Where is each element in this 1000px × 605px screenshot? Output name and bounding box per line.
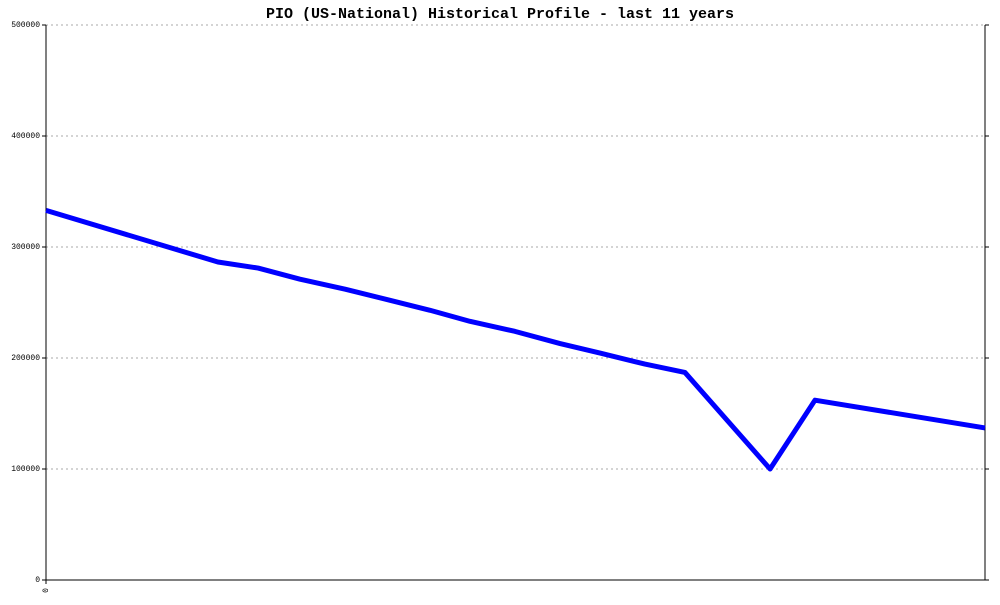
y-tick-label: 200000 bbox=[11, 354, 40, 363]
y-tick-label: 500000 bbox=[11, 21, 40, 30]
y-tick-label: 100000 bbox=[11, 465, 40, 474]
y-tick-label: 300000 bbox=[11, 243, 40, 252]
y-tick-label: 400000 bbox=[11, 132, 40, 141]
chart-title: PIO (US-National) Historical Profile - l… bbox=[266, 6, 734, 23]
y-tick-label: 0 bbox=[35, 576, 40, 585]
data-line bbox=[45, 207, 986, 472]
x-tick-label: 0 bbox=[42, 588, 51, 593]
